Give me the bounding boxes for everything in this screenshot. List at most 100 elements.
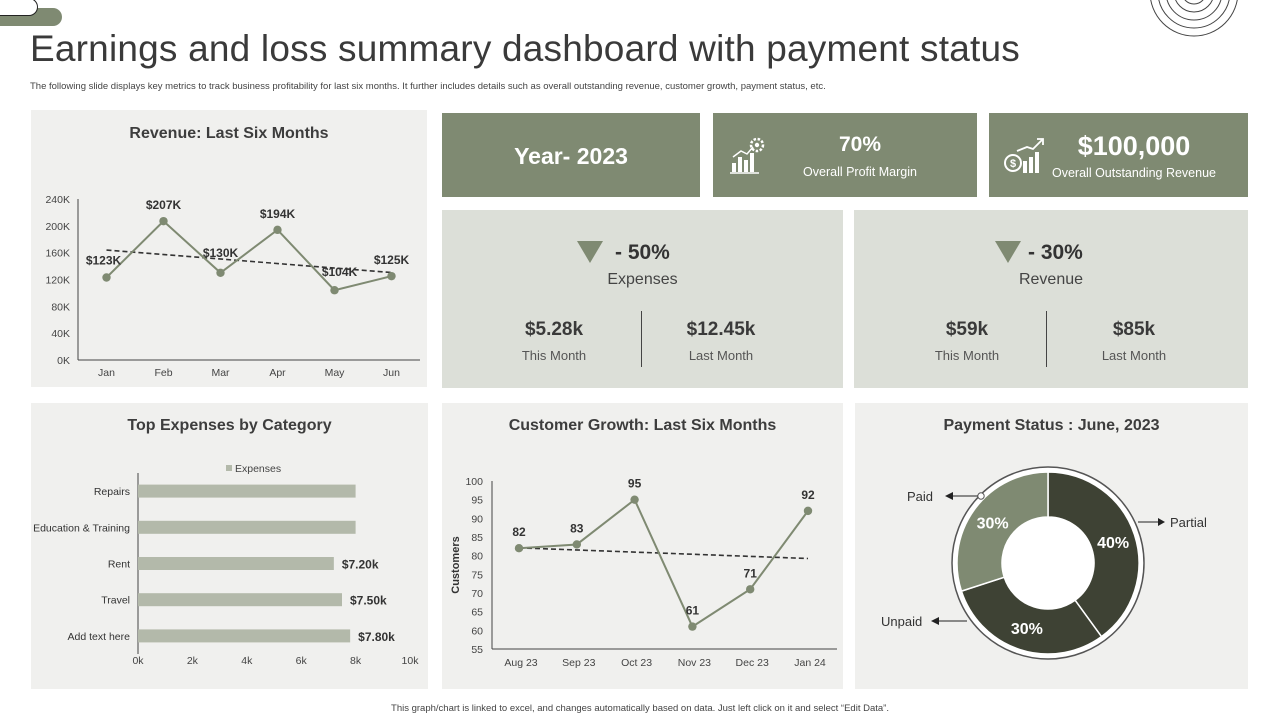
bar [138,593,342,607]
data-label: $130K [203,246,239,260]
revenue-chart[interactable]: 0K 40K 80K 120K 160K 200K 240K Jan Feb Mar Apr May J… [31,110,427,387]
legend-swatch [226,465,232,471]
x-tick-label: 8k [350,655,362,667]
slice-name-label: Partial [1170,515,1207,530]
category-label: Add text here [68,631,131,643]
payment-chart-title: Payment Status : June, 2023 [943,417,1160,434]
expenses-chart-title: Top Expenses by Category [127,417,332,434]
expenses-card: - 50% Expenses $5.28k This Month $12.45k… [442,210,843,388]
x-tick-label: Jan [98,367,115,379]
data-label: $194K [260,207,296,221]
bar [138,484,356,498]
data-point [387,271,396,281]
y-tick-label: 100 [465,476,483,488]
data-point [159,216,168,226]
data-point [216,268,225,277]
data-point [102,273,111,282]
y-tick-label: 85 [471,532,483,544]
data-label: 83 [570,521,584,535]
y-tick-label: 80 [471,551,483,563]
payment-status-panel: Payment Status : June, 2023 40% 30% 30% Par… [855,403,1248,689]
x-tick-label: May [325,367,346,379]
revenue-panel: Revenue: Last Six Months 0K 40K 80K 120K 160… [31,110,427,387]
page-title: Earnings and loss summary dashboard with… [30,28,1020,69]
y-tick-label: 95 [471,495,483,507]
data-label: 82 [512,525,526,539]
data-label: $125K [374,253,410,267]
series-line [518,498,809,629]
revenue-this-month-caption: This Month [934,348,1000,363]
slice-value-label: 30% [1011,621,1043,638]
data-label: $7.20k [342,558,379,572]
revenue-this-month-value: $59k [945,319,989,340]
series-line [105,219,392,292]
expenses-this-month-caption: This Month [521,348,587,363]
slice-name-label: Unpaid [881,614,922,629]
data-label: $7.50k [350,594,387,608]
data-point [803,506,813,516]
data-label: 71 [744,566,758,580]
x-tick-label: Apr [269,367,286,379]
expenses-last-month-caption: Last Month [688,348,754,363]
bar [138,520,356,534]
divider [641,311,642,367]
y-tick-label: 0K [57,355,70,367]
payment-chart[interactable]: 40% 30% 30% Partial Unpaid Paid [855,403,1248,689]
expenses-category-panel: Top Expenses by Category Expenses 0k 2k 4k 6… [31,403,428,689]
x-tick-label: Aug 23 [504,657,537,669]
y-tick-label: 60 [471,625,483,637]
data-label: $207K [146,198,182,212]
footer-note: This graph/chart is linked to excel, and… [391,703,889,714]
x-tick-label: 4k [241,655,253,667]
revenue-change-card: - 30% Revenue $59k This Month $85k Last … [854,210,1248,388]
x-tick-label: Feb [154,367,172,379]
y-tick-label: 80K [51,301,70,313]
y-tick-label: 75 [471,569,483,581]
x-tick-label: Sep 23 [562,657,595,669]
y-tick-label: 65 [471,607,483,619]
svg-text:$: $ [1010,158,1016,170]
data-point [630,495,639,504]
outstanding-revenue-caption: Overall Outstanding Revenue [1052,166,1216,180]
y-tick-label: 55 [471,644,483,656]
profit-margin-caption: Overall Profit Margin [803,165,917,179]
revenue-delta: - 30% [1028,241,1083,264]
data-label: 92 [801,488,815,502]
legend-label: Expenses [235,463,281,475]
category-label: Education & Training [33,522,130,534]
x-tick-label: Oct 23 [621,657,652,669]
data-label: $7.80k [358,630,395,644]
y-tick-label: 200K [45,221,70,233]
expenses-chart[interactable]: Expenses 0k 2k 4k 6k 8k 10k Repairs Education & … [31,403,428,689]
donut-slice [1047,471,1140,638]
y-tick-label: 90 [471,513,483,525]
data-label: 61 [686,604,700,618]
bar [138,557,334,570]
expenses-this-month-value: $5.28k [524,319,584,340]
slice-name-label: Paid [907,489,933,504]
y-tick-label: 120K [45,275,70,287]
revenue-chart-title: Revenue: Last Six Months [129,125,329,142]
category-label: Repairs [94,486,130,498]
y-tick-label: 160K [45,248,70,260]
page-subtitle: The following slide displays key metrics… [30,81,826,92]
x-tick-label: 0k [132,655,144,667]
data-point [688,622,697,631]
decor-pill-outline [0,0,38,16]
callout-dot [977,492,985,500]
down-triangle-icon [577,241,603,263]
slice-value-label: 30% [977,516,1009,533]
data-label: 95 [628,477,642,491]
data-label: $104K [322,265,358,279]
money-growth-icon: $ [1004,138,1044,173]
chart-gear-icon [730,137,765,174]
divider [1046,311,1047,367]
revenue-last-month-caption: Last Month [1101,348,1167,363]
x-tick-label: Jan 24 [794,657,826,669]
profit-margin-card: 70% Overall Profit Margin [713,113,977,197]
x-tick-label: Nov 23 [678,657,711,669]
profit-margin-value: 70% [838,133,882,156]
customer-chart[interactable]: 55 60 65 70 75 80 85 90 95 100 Aug 23 Sep 23 Oct 23 N… [442,403,843,689]
y-axis-title: Customers [450,536,462,593]
outstanding-revenue-card: $ $100,000 Overall Outstanding Revenue [989,113,1248,197]
